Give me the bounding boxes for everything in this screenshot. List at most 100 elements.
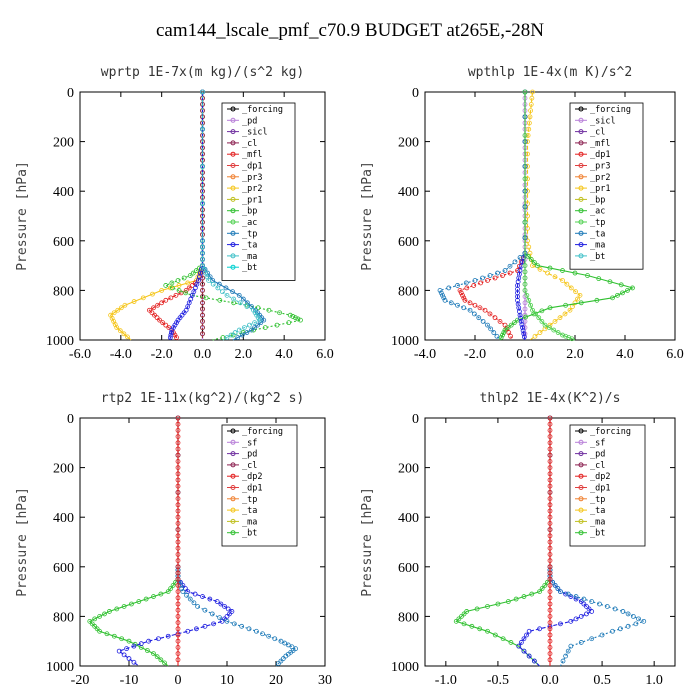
series-marker-2-0-3-0: [165, 589, 171, 594]
series-marker-0-6-4-1: [240, 296, 246, 302]
legend-label-0-8: _pr1: [242, 195, 262, 205]
series-marker-0-8-1-0: [200, 238, 205, 244]
legend-label-1-9: _ac: [590, 207, 605, 217]
series-marker-3-1-5-3: [573, 616, 579, 622]
series-marker-1-3-5-2: [620, 290, 625, 296]
series-marker-0-7-7-3: [167, 335, 173, 340]
series-marker-3-3-4-0: [547, 514, 553, 520]
series-marker-0-3-5-1: [118, 305, 124, 311]
series-marker-1-5-6-1: [448, 300, 454, 306]
series-marker-1-6-3-3: [539, 318, 545, 324]
series-marker-0-4-3-3: [186, 285, 192, 291]
series-marker-1-5-3-2: [487, 273, 493, 278]
series-marker-3-0-7-0: [485, 628, 490, 634]
series-marker-3-1-5-0: [589, 609, 595, 614]
series-marker-1-1-0-3: [528, 108, 534, 113]
series-line-3-1: [518, 418, 593, 667]
legend-label-0-14: _bt: [242, 263, 257, 273]
series-marker-1-1-6-0: [560, 278, 565, 283]
series-marker-2-3-4-1: [175, 521, 181, 526]
series-marker-3-3-3-0: [547, 489, 553, 495]
legend-marker-2-4: [230, 473, 236, 479]
series-marker-3-0-6-1: [461, 621, 467, 627]
legend-marker-3-7: [578, 507, 584, 513]
series-marker-3-0-4-1: [495, 601, 501, 607]
series-marker-2-0-6-1: [89, 621, 95, 627]
series-marker-1-2-4-3: [464, 285, 470, 291]
legend-marker-3-8: [578, 518, 584, 524]
x-tick-label-1-3: 2.0: [566, 347, 584, 362]
legend-marker-2-8: [230, 518, 236, 524]
series-marker-2-0-4-1: [129, 601, 134, 607]
series-marker-1-2-5-2: [460, 292, 465, 298]
series-marker-0-5-7-1: [290, 314, 296, 319]
y-tick-label-1-2: 400: [398, 185, 419, 200]
legend-marker-1-3: [578, 140, 584, 146]
series-marker-2-0-5-3: [92, 616, 98, 622]
series-marker-2-1-6-1: [211, 621, 216, 627]
series-marker-0-5-8-2: [274, 322, 280, 328]
legend-marker-3-1: [578, 439, 584, 445]
series-marker-2-3-5-2: [175, 552, 181, 557]
y-tick-label-2-3: 600: [53, 561, 74, 576]
series-marker-1-2-5-0: [457, 287, 463, 293]
series-marker-2-3-0-0: [175, 415, 181, 421]
series-marker-0-5-6-3: [277, 310, 282, 316]
series-marker-2-1-7-3: [155, 636, 161, 642]
series-marker-1-6-4-0: [542, 322, 548, 328]
series-marker-1-5-5-0: [437, 287, 443, 293]
series-marker-3-2-8-3: [560, 658, 566, 664]
series-marker-1-2-5-3: [461, 295, 467, 301]
series-marker-2-0-8-0: [126, 638, 132, 644]
series-marker-3-3-3-2: [547, 502, 553, 508]
series-marker-0-8-5-1: [252, 310, 258, 316]
series-marker-1-6-3-1: [533, 311, 539, 317]
series-marker-1-2-8-0: [502, 322, 508, 328]
series-marker-2-0-4-0: [136, 599, 142, 604]
series-marker-0-5-5-1: [203, 295, 209, 301]
x-tick-label-3-4: 1.0: [645, 673, 663, 688]
series-marker-3-1-7-2: [521, 636, 527, 642]
series-marker-2-2-5-2: [239, 623, 245, 629]
legend-label-3-0: _forcing: [590, 427, 631, 437]
series-marker-2-2-2-1: [176, 579, 182, 585]
legend-label-2-8: _ma: [242, 517, 257, 527]
chart-title-3: thlp2 1E-4x(K^2)/s: [480, 391, 621, 406]
series-marker-1-1-6-2: [568, 285, 574, 291]
series-marker-2-3-3-2: [175, 502, 181, 508]
series-marker-1-1-1-0: [527, 114, 533, 120]
series-marker-1-6-0-3: [522, 219, 528, 225]
series-marker-3-1-8-3: [531, 658, 537, 664]
series-marker-0-4-5-2: [155, 302, 160, 308]
series-marker-1-5-4-3: [446, 285, 452, 291]
series-marker-3-3-5-1: [547, 545, 553, 551]
series-marker-2-0-6-0: [87, 618, 93, 624]
series-marker-1-5-7-3: [480, 318, 486, 324]
series-marker-3-3-3-3: [547, 508, 553, 514]
series-marker-2-1-6-2: [202, 623, 208, 629]
series-line-0-4: [148, 92, 204, 341]
legend-label-3-3: _cl: [590, 461, 605, 471]
y-tick-label-2-0: 0: [67, 412, 74, 427]
series-marker-3-2-6-0: [641, 618, 647, 624]
series-marker-1-5-2-3: [507, 263, 513, 269]
legend-marker-0-3: [230, 140, 236, 146]
series-marker-3-2-7-2: [589, 636, 595, 642]
series-marker-1-5-6-2: [455, 302, 460, 308]
legend-label-1-13: _bt: [590, 252, 605, 262]
legend-marker-0-14: [230, 264, 236, 270]
series-marker-2-0-7-2: [111, 633, 117, 639]
series-marker-1-6-2-0: [522, 287, 528, 293]
series-marker-1-6-4-3: [555, 330, 561, 335]
series-marker-3-2-5-3: [636, 616, 641, 622]
series-marker-1-3-3-2: [560, 268, 565, 273]
series-marker-2-3-8-2: [175, 626, 181, 632]
x-tick-label-0-6: 6.0: [316, 347, 334, 362]
series-marker-0-5-7-2: [292, 315, 298, 321]
legend-marker-0-0: [230, 106, 236, 112]
legend-marker-0-7: [230, 185, 236, 191]
x-tick-label-3-0: -1.0: [435, 673, 457, 688]
series-marker-0-5-5-2: [217, 297, 223, 303]
series-marker-1-5-3-1: [495, 270, 500, 276]
legend-marker-2-2: [230, 451, 236, 457]
